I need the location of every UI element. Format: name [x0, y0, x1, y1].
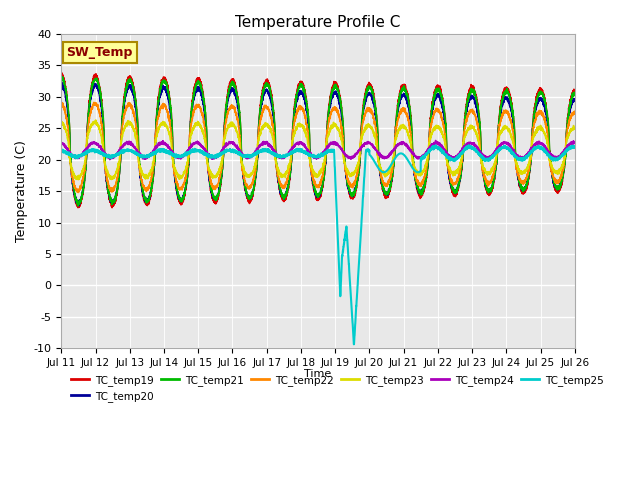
- TC_temp25: [58, 148, 65, 154]
- TC_temp21: [571, 91, 579, 96]
- TC_temp23: [404, 132, 412, 138]
- TC_temp20: [462, 111, 470, 117]
- TC_temp22: [58, 103, 65, 108]
- TC_temp20: [433, 93, 441, 99]
- TC_temp22: [404, 118, 412, 123]
- TC_temp23: [462, 131, 470, 136]
- TC_temp21: [59, 74, 67, 80]
- TC_temp25: [570, 144, 578, 150]
- Line: TC_temp19: TC_temp19: [61, 73, 575, 208]
- TC_temp19: [58, 70, 65, 76]
- X-axis label: Time: Time: [305, 370, 332, 379]
- TC_temp24: [462, 142, 470, 148]
- TC_temp24: [150, 147, 157, 153]
- TC_temp19: [58, 70, 65, 76]
- TC_temp24: [571, 140, 579, 146]
- TC_temp20: [58, 81, 65, 86]
- TC_temp21: [150, 168, 157, 174]
- Line: TC_temp21: TC_temp21: [61, 77, 575, 206]
- TC_temp19: [108, 205, 116, 211]
- TC_temp20: [571, 96, 579, 102]
- TC_temp25: [350, 341, 358, 347]
- TC_temp23: [150, 157, 157, 163]
- TC_temp22: [299, 105, 307, 111]
- TC_temp21: [299, 84, 307, 89]
- TC_temp22: [462, 118, 470, 124]
- TC_temp24: [432, 138, 440, 144]
- Line: TC_temp24: TC_temp24: [61, 141, 575, 160]
- TC_temp19: [150, 170, 157, 176]
- TC_temp20: [58, 80, 65, 85]
- TC_temp23: [74, 177, 82, 182]
- TC_temp20: [299, 91, 307, 96]
- TC_temp24: [106, 157, 114, 163]
- TC_temp19: [571, 88, 579, 94]
- TC_temp22: [570, 111, 578, 117]
- TC_temp21: [404, 98, 412, 104]
- TC_temp19: [299, 81, 307, 87]
- TC_temp19: [433, 83, 441, 88]
- TC_temp22: [433, 106, 441, 111]
- TC_temp23: [92, 117, 99, 123]
- TC_temp22: [90, 99, 97, 105]
- TC_temp21: [58, 76, 65, 82]
- TC_temp22: [150, 160, 157, 166]
- TC_temp22: [74, 190, 82, 195]
- TC_temp21: [570, 92, 578, 98]
- TC_temp25: [465, 142, 473, 148]
- TC_temp24: [404, 144, 412, 149]
- Line: TC_temp25: TC_temp25: [61, 145, 575, 344]
- TC_temp22: [571, 108, 579, 114]
- TC_temp20: [150, 166, 157, 172]
- TC_temp23: [58, 118, 65, 124]
- TC_temp25: [150, 151, 157, 157]
- Line: TC_temp20: TC_temp20: [61, 83, 575, 206]
- TC_temp25: [462, 144, 470, 150]
- TC_temp25: [571, 144, 579, 149]
- TC_temp23: [433, 123, 441, 129]
- TC_temp19: [570, 88, 578, 94]
- TC_temp23: [299, 123, 307, 129]
- TC_temp19: [462, 104, 470, 109]
- TC_temp24: [570, 139, 578, 145]
- Legend: TC_temp19, TC_temp20, TC_temp21, TC_temp22, TC_temp23, TC_temp24, TC_temp25: TC_temp19, TC_temp20, TC_temp21, TC_temp…: [67, 371, 607, 406]
- TC_temp23: [570, 126, 578, 132]
- Line: TC_temp23: TC_temp23: [61, 120, 575, 180]
- TC_temp24: [58, 141, 65, 146]
- TC_temp20: [570, 98, 578, 104]
- TC_temp25: [404, 158, 412, 164]
- TC_temp21: [462, 106, 470, 112]
- TC_temp24: [299, 142, 307, 147]
- TC_temp20: [404, 105, 412, 110]
- Y-axis label: Temperature (C): Temperature (C): [15, 140, 28, 242]
- TC_temp25: [433, 145, 441, 151]
- TC_temp25: [299, 148, 307, 154]
- TC_temp20: [75, 203, 83, 209]
- Line: TC_temp22: TC_temp22: [61, 102, 575, 192]
- TC_temp21: [433, 87, 441, 93]
- TC_temp24: [433, 140, 441, 146]
- Text: SW_Temp: SW_Temp: [67, 46, 132, 59]
- TC_temp23: [571, 126, 579, 132]
- TC_temp19: [404, 97, 412, 103]
- TC_temp21: [74, 203, 82, 209]
- Title: Temperature Profile C: Temperature Profile C: [236, 15, 401, 30]
